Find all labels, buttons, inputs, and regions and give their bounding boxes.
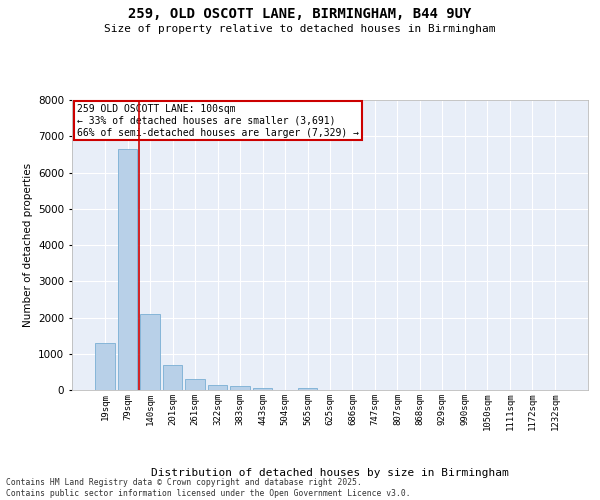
Bar <box>118 149 137 390</box>
Y-axis label: Number of detached properties: Number of detached properties <box>23 163 32 327</box>
Text: 259 OLD OSCOTT LANE: 100sqm
← 33% of detached houses are smaller (3,691)
66% of : 259 OLD OSCOTT LANE: 100sqm ← 33% of det… <box>77 104 359 138</box>
Text: Distribution of detached houses by size in Birmingham: Distribution of detached houses by size … <box>151 468 509 477</box>
Bar <box>95 343 115 390</box>
Text: 259, OLD OSCOTT LANE, BIRMINGHAM, B44 9UY: 259, OLD OSCOTT LANE, BIRMINGHAM, B44 9U… <box>128 8 472 22</box>
Bar <box>163 366 182 390</box>
Bar <box>230 386 250 390</box>
Bar <box>140 314 160 390</box>
Bar <box>298 388 317 390</box>
Bar <box>253 388 272 390</box>
Text: Size of property relative to detached houses in Birmingham: Size of property relative to detached ho… <box>104 24 496 34</box>
Bar <box>185 379 205 390</box>
Text: Contains HM Land Registry data © Crown copyright and database right 2025.
Contai: Contains HM Land Registry data © Crown c… <box>6 478 410 498</box>
Bar <box>208 384 227 390</box>
